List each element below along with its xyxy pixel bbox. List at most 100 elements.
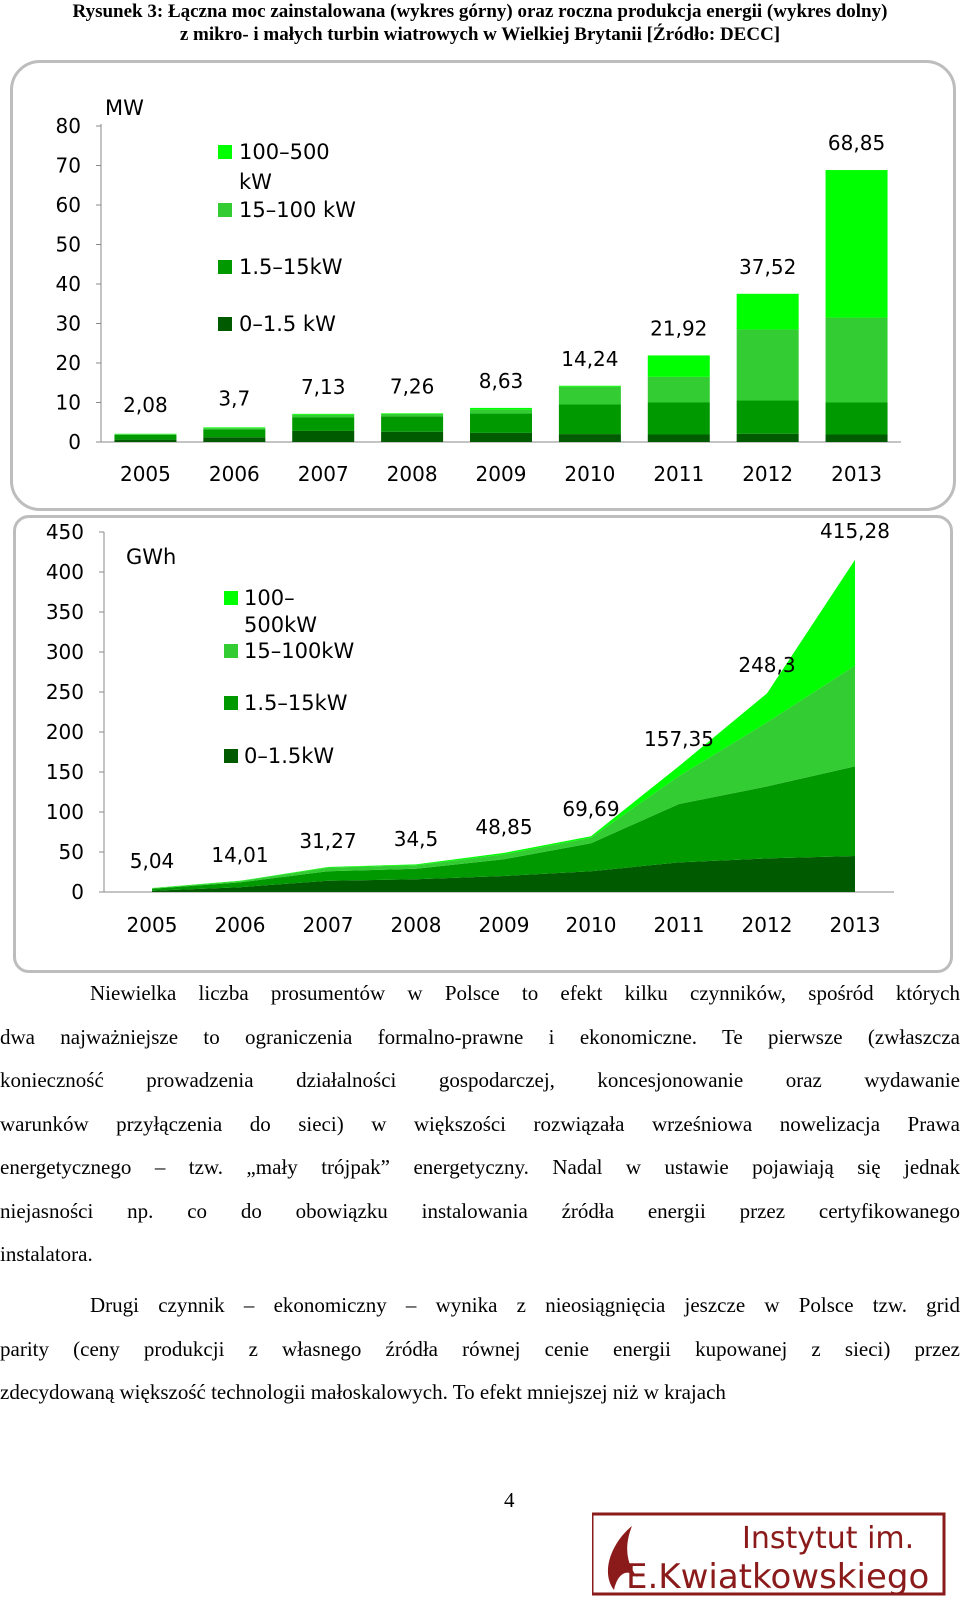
caption-line-1: Rysunek 3: Łączna moc zainstalowana (wyk… xyxy=(0,0,960,23)
legend-swatch xyxy=(224,696,238,710)
unit-label: MW xyxy=(105,96,144,120)
paragraph-line: energetycznego – tzw. „mały trójpak” ene… xyxy=(0,1146,960,1190)
data-label: 2,08 xyxy=(123,393,168,417)
bar-segment xyxy=(203,427,265,428)
y-tick-label: 40 xyxy=(56,272,81,296)
x-tick-label: 2012 xyxy=(742,462,793,486)
data-label: 157,35 xyxy=(644,727,714,751)
bar-segment xyxy=(737,401,799,434)
data-label: 69,69 xyxy=(562,797,619,821)
data-label: 7,13 xyxy=(301,375,346,399)
logo-line-1: Instytut im. xyxy=(742,1521,914,1556)
data-label: 415,28 xyxy=(820,519,890,543)
paragraph-line: zdecydowaną większość technologii małosk… xyxy=(0,1371,960,1415)
paragraph-line: Drugi czynnik – ekonomiczny – wynika z n… xyxy=(0,1284,960,1328)
y-tick-label: 350 xyxy=(46,600,84,624)
bar-segment xyxy=(381,432,443,442)
data-label: 21,92 xyxy=(650,316,707,340)
y-tick-label: 10 xyxy=(56,391,81,415)
x-tick-label: 2005 xyxy=(127,913,178,937)
unit-label: GWh xyxy=(126,545,176,569)
bar-segment xyxy=(114,440,176,442)
y-tick-label: 60 xyxy=(56,193,81,217)
bar-segment xyxy=(292,414,354,415)
bar-segment xyxy=(381,416,443,431)
x-tick-label: 2008 xyxy=(391,913,442,937)
bar-segment xyxy=(559,387,621,405)
legend-swatch xyxy=(218,317,232,331)
bar-segment xyxy=(826,318,888,403)
y-tick-label: 100 xyxy=(46,800,84,824)
legend-label: 500kW xyxy=(244,613,317,637)
bar-segment xyxy=(470,433,532,442)
data-label: 37,52 xyxy=(739,255,796,279)
logo-graphic: Instytut im. E.Kwiatkowskiego xyxy=(592,1512,952,1596)
bar-segment xyxy=(381,413,443,414)
bar-segment xyxy=(826,403,888,435)
bar-segment xyxy=(648,377,710,403)
paragraph-line: dwa najważniejsze to ograniczenia formal… xyxy=(0,1016,960,1060)
data-label: 248,3 xyxy=(738,653,795,677)
legend-label: 15–100 kW xyxy=(239,198,356,222)
data-label: 8,63 xyxy=(479,369,524,393)
x-tick-label: 2011 xyxy=(654,913,705,937)
legend-label: 100– xyxy=(244,586,295,610)
y-tick-label: 0 xyxy=(71,880,84,904)
logo-line-2: E.Kwiatkowskiego xyxy=(626,1557,929,1596)
legend-swatch xyxy=(218,260,232,274)
bar-segment xyxy=(648,403,710,435)
legend-swatch xyxy=(224,591,238,605)
x-tick-label: 2012 xyxy=(742,913,793,937)
bar-segment xyxy=(648,434,710,442)
legend-swatch xyxy=(224,644,238,658)
legend-label: 1.5–15kW xyxy=(239,255,343,279)
x-tick-label: 2013 xyxy=(830,913,881,937)
y-tick-label: 30 xyxy=(56,312,81,336)
bar-segment xyxy=(292,431,354,442)
bar-segment xyxy=(114,434,176,435)
bar-segment xyxy=(559,404,621,434)
bar-segment xyxy=(737,434,799,442)
paragraph-line: parity (ceny produkcji z własnego źródła… xyxy=(0,1328,960,1372)
x-tick-label: 2007 xyxy=(298,462,349,486)
bar-segment xyxy=(737,329,799,400)
x-tick-label: 2005 xyxy=(120,462,171,486)
y-tick-label: 80 xyxy=(56,114,81,138)
y-tick-label: 150 xyxy=(46,760,84,784)
x-tick-label: 2006 xyxy=(209,462,260,486)
bar-segment xyxy=(559,386,621,387)
caption-line-2: z mikro- i małych turbin wiatrowych w Wi… xyxy=(0,23,960,46)
y-tick-label: 200 xyxy=(46,720,84,744)
bar-segment xyxy=(381,414,443,416)
bar-segment xyxy=(203,428,265,429)
y-tick-label: 450 xyxy=(46,520,84,544)
paragraph-line: konieczność prowadzenia działalności gos… xyxy=(0,1059,960,1103)
data-label: 3,7 xyxy=(218,386,250,410)
paragraph-2: Drugi czynnik – ekonomiczny – wynika z n… xyxy=(0,1284,960,1415)
figure-caption: Rysunek 3: Łączna moc zainstalowana (wyk… xyxy=(0,0,960,46)
paragraph-line: warunków przyłączenia do sieci) w większ… xyxy=(0,1103,960,1147)
paragraph-line: niejasności np. co do obowiązku instalow… xyxy=(0,1190,960,1234)
y-tick-label: 400 xyxy=(46,560,84,584)
legend-label: 1.5–15kW xyxy=(244,691,348,715)
data-label: 14,24 xyxy=(561,347,618,371)
x-tick-label: 2013 xyxy=(831,462,882,486)
x-tick-label: 2008 xyxy=(387,462,438,486)
y-tick-label: 300 xyxy=(46,640,84,664)
bar-segment xyxy=(203,437,265,442)
y-tick-label: 0 xyxy=(68,430,81,454)
y-tick-label: 20 xyxy=(56,351,81,375)
x-tick-label: 2011 xyxy=(653,462,704,486)
data-label: 7,26 xyxy=(390,374,435,398)
x-tick-label: 2009 xyxy=(476,462,527,486)
x-tick-label: 2009 xyxy=(479,913,530,937)
y-tick-label: 50 xyxy=(59,840,84,864)
x-tick-label: 2007 xyxy=(303,913,354,937)
capacity-bar-chart: 01020304050607080MW20052,0820063,720077,… xyxy=(13,63,953,508)
data-label: 34,5 xyxy=(394,827,439,851)
legend-swatch xyxy=(224,749,238,763)
y-tick-label: 70 xyxy=(56,154,81,178)
bar-segment xyxy=(470,408,532,410)
